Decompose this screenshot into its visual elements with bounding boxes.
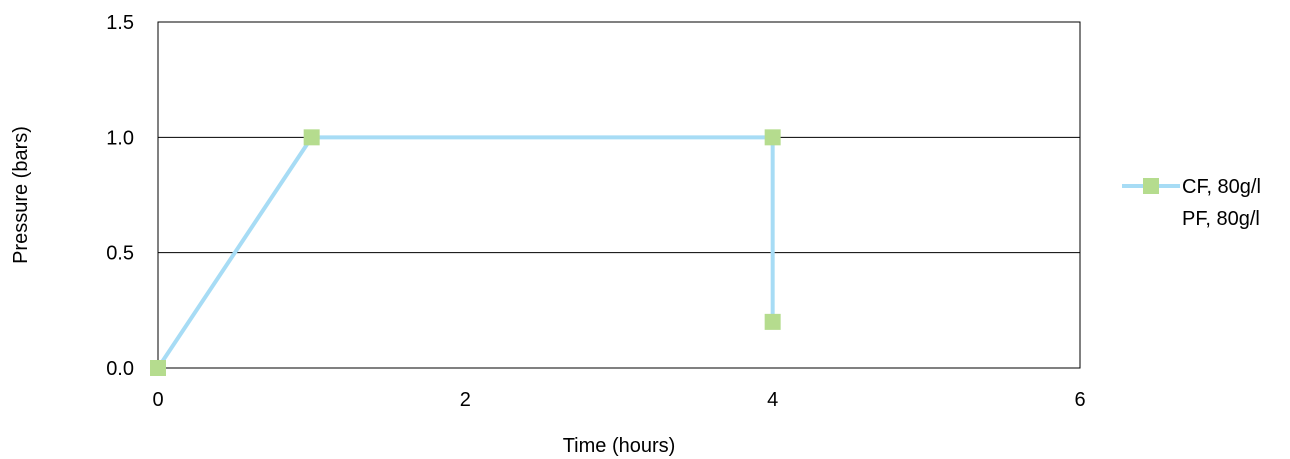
data-point-marker [150,360,166,376]
y-tick-label: 0.5 [106,243,134,265]
x-tick-label: 2 [460,389,471,411]
data-point-marker [303,129,320,146]
legend: CF, 80g/l PF, 80g/l [1122,176,1261,230]
y-tick-label: 1.5 [106,12,134,34]
x-axis-ticks: 0 2 4 6 [152,389,1085,411]
data-point-marker [764,129,781,146]
x-tick-label: 6 [1074,389,1085,411]
y-tick-label: 1.0 [106,127,134,149]
gridlines [158,136,1080,254]
legend-marker-cf [1143,178,1159,194]
data-point-marker [764,313,781,330]
y-axis-ticks: 0.0 0.5 1.0 1.5 [106,12,134,380]
x-tick-label: 0 [152,389,163,411]
series-layer [150,129,781,376]
y-tick-label: 0.0 [106,358,134,380]
series-line [156,135,775,370]
x-axis-title: Time (hours) [563,435,676,457]
x-tick-label: 4 [767,389,778,411]
legend-label-pf: PF, 80g/l [1182,208,1260,230]
legend-label-cf: CF, 80g/l [1182,176,1261,198]
y-axis-title: Pressure (bars) [10,126,32,264]
plot-area [157,21,1081,369]
